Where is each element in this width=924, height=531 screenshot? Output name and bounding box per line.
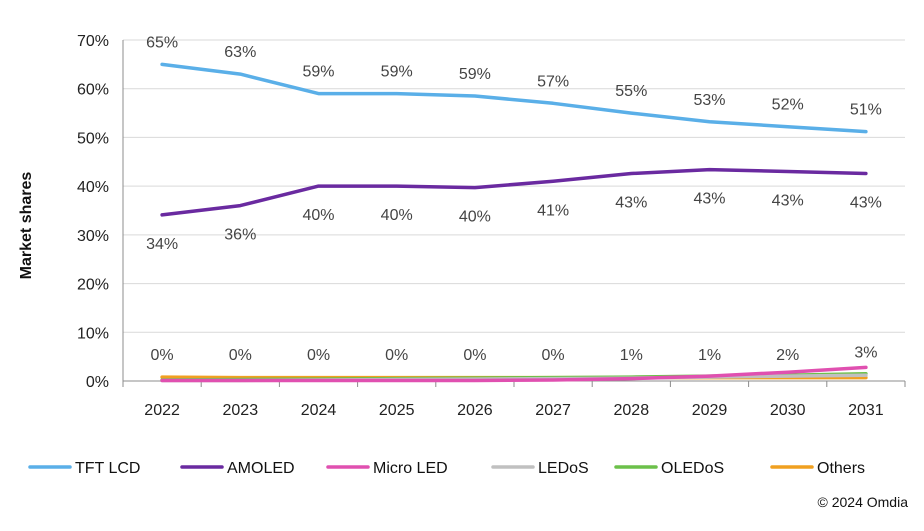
legend-label-oledos: OLEDoS <box>661 460 724 477</box>
data-label-tft-lcd: 51% <box>850 102 882 119</box>
data-label-micro-led: 0% <box>385 347 408 364</box>
data-label-micro-led: 0% <box>151 347 174 364</box>
data-label-micro-led: 1% <box>620 347 643 364</box>
data-label-tft-lcd: 59% <box>381 64 413 81</box>
data-label-micro-led: 0% <box>463 347 486 364</box>
y-tick-label: 0% <box>86 374 109 391</box>
data-label-tft-lcd: 52% <box>772 97 804 114</box>
y-axis-title: Market shares <box>18 172 35 280</box>
series-line-tft-lcd <box>160 62 868 134</box>
data-label-tft-lcd: 57% <box>537 73 569 90</box>
series-line-amoled <box>160 167 868 217</box>
y-tick-label: 10% <box>77 325 109 342</box>
legend-label-others: Others <box>817 460 865 477</box>
data-label-micro-led: 1% <box>698 347 721 364</box>
y-tick-label: 50% <box>77 130 109 147</box>
data-label-amoled: 43% <box>693 191 725 208</box>
x-tick-label: 2027 <box>535 402 571 419</box>
data-label-micro-led: 3% <box>854 344 877 361</box>
x-tick-label: 2023 <box>223 402 259 419</box>
data-label-micro-led: 0% <box>229 347 252 364</box>
y-tick-label: 30% <box>77 228 109 245</box>
copyright-notice: © 2024 Omdia <box>817 494 908 510</box>
series-line-micro-led <box>160 365 868 383</box>
legend-label-micro-led: Micro LED <box>373 460 448 477</box>
x-tick-label: 2024 <box>301 402 337 419</box>
data-label-tft-lcd: 65% <box>146 34 178 51</box>
data-label-amoled: 40% <box>302 207 334 224</box>
y-tick-label: 60% <box>77 82 109 99</box>
data-label-amoled: 41% <box>537 202 569 219</box>
y-tick-label: 70% <box>77 33 109 50</box>
data-label-amoled: 43% <box>772 193 804 210</box>
data-label-tft-lcd: 53% <box>693 92 725 109</box>
data-label-tft-lcd: 63% <box>224 44 256 61</box>
data-label-amoled: 43% <box>615 194 647 211</box>
data-label-amoled: 40% <box>381 207 413 224</box>
data-label-micro-led: 2% <box>776 347 799 364</box>
data-label-amoled: 36% <box>224 227 256 244</box>
data-label-tft-lcd: 59% <box>459 66 491 83</box>
x-tick-label: 2022 <box>144 402 180 419</box>
x-tick-label: 2030 <box>770 402 806 419</box>
legend-label-amoled: AMOLED <box>227 460 295 477</box>
x-tick-label: 2028 <box>614 402 650 419</box>
data-label-amoled: 40% <box>459 209 491 226</box>
data-label-amoled: 34% <box>146 236 178 253</box>
x-tick-label: 2031 <box>848 402 884 419</box>
data-label-amoled: 43% <box>850 194 882 211</box>
y-tick-label: 20% <box>77 277 109 294</box>
legend-label-ledos: LEDoS <box>538 460 589 477</box>
y-tick-label: 40% <box>77 179 109 196</box>
x-tick-label: 2029 <box>692 402 728 419</box>
data-label-micro-led: 0% <box>542 347 565 364</box>
x-tick-label: 2026 <box>457 402 493 419</box>
legend-label-tft-lcd: TFT LCD <box>75 460 140 477</box>
data-label-micro-led: 0% <box>307 347 330 364</box>
data-label-tft-lcd: 55% <box>615 83 647 100</box>
x-tick-label: 2025 <box>379 402 415 419</box>
data-label-tft-lcd: 59% <box>302 64 334 81</box>
